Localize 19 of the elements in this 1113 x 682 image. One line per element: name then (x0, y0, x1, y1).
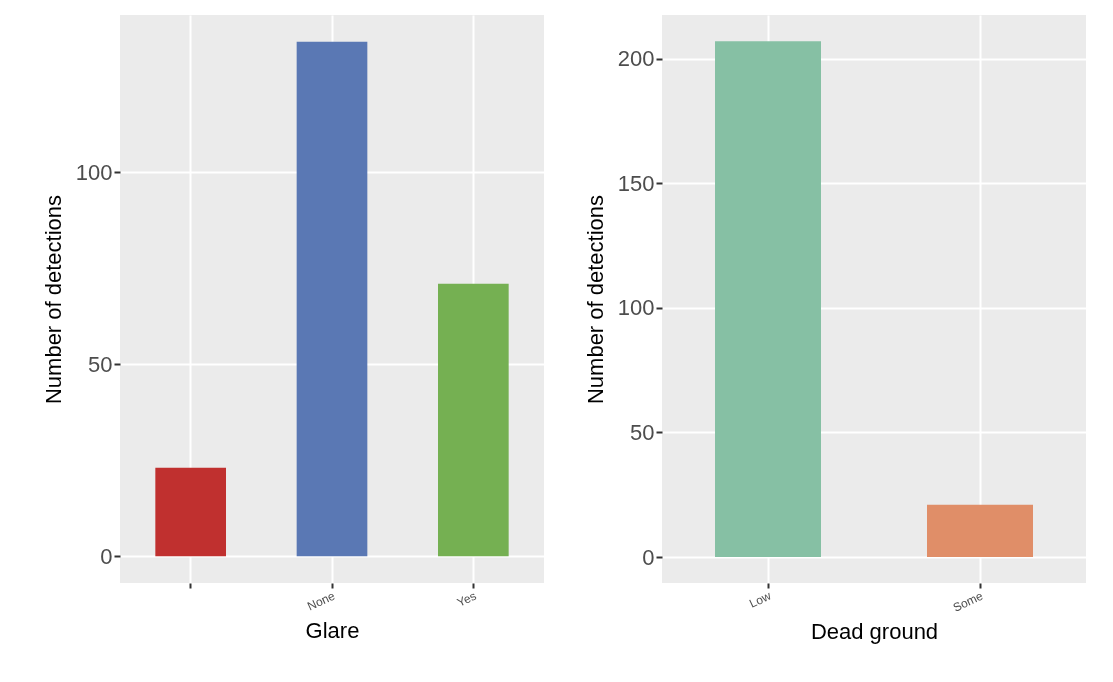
y-tick-label: 150 (617, 170, 655, 196)
bar (155, 467, 226, 557)
y-tick-label: 50 (630, 419, 655, 445)
x-axis-title: Dead ground (810, 618, 939, 644)
x-tick-label: Yes (454, 588, 479, 610)
x-tick-label: Low (747, 588, 774, 611)
y-tick-label: 100 (617, 295, 655, 321)
y-axis-title: Number of detections (582, 194, 608, 405)
bar (296, 41, 368, 557)
x-tick-label: Some (950, 588, 986, 615)
x-tick-label: None (305, 588, 338, 614)
y-tick-label: 50 (88, 351, 113, 377)
x-axis-title: Glare (305, 617, 360, 643)
y-tick-label: 0 (100, 543, 113, 569)
y-tick-label: 100 (75, 159, 113, 185)
y-axis-title: Number of detections (40, 194, 66, 405)
y-tick-label: 200 (617, 46, 655, 72)
bar (438, 283, 509, 557)
y-tick-label: 0 (642, 544, 655, 570)
